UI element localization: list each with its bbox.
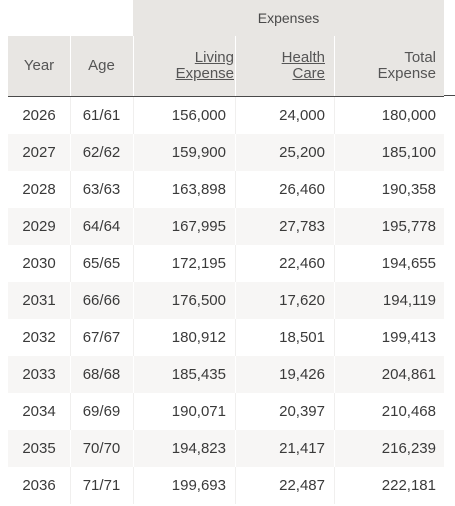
total-expense-cell: 194,655 — [381, 255, 436, 272]
table-row: 2026 61/61 156,000 24,000 180,000 — [8, 97, 444, 134]
year-header: Year — [23, 57, 55, 74]
year-cell: 2029 — [22, 218, 56, 235]
living-expense-cell: 185,435 — [171, 366, 226, 383]
year-cell: 2030 — [22, 255, 56, 272]
table-row: 2033 68/68 185,435 19,426 204,861 — [8, 356, 444, 393]
total-expense-cell: 216,239 — [381, 440, 436, 457]
living-expense-cell: 172,195 — [171, 255, 226, 272]
health-care-cell: 22,487 — [279, 477, 325, 494]
age-cell: 64/64 — [82, 218, 121, 235]
year-cell: 2031 — [22, 292, 56, 309]
table-row: 2034 69/69 190,071 20,397 210,468 — [8, 393, 444, 430]
total-expense-cell: 185,100 — [381, 144, 436, 161]
health-care-header[interactable]: Health Care — [281, 49, 325, 82]
age-cell: 66/66 — [82, 292, 121, 309]
table-row: 2029 64/64 167,995 27,783 195,778 — [8, 208, 444, 245]
year-cell: 2034 — [22, 403, 56, 420]
year-cell: 2036 — [22, 477, 56, 494]
living-expense-cell: 167,995 — [171, 218, 226, 235]
total-expense-cell: 180,000 — [381, 107, 436, 124]
age-cell: 61/61 — [82, 107, 121, 124]
year-cell: 2033 — [22, 366, 56, 383]
total-expense-cell: 210,468 — [381, 403, 436, 420]
age-header: Age — [88, 57, 115, 74]
health-care-cell: 17,620 — [279, 292, 325, 309]
health-care-cell: 20,397 — [279, 403, 325, 420]
age-cell: 68/68 — [82, 366, 121, 383]
health-care-cell: 19,426 — [279, 366, 325, 383]
living-expense-cell: 156,000 — [171, 107, 226, 124]
age-cell: 65/65 — [82, 255, 121, 272]
total-expense-header: Total Expense — [377, 49, 436, 82]
living-expense-cell: 190,071 — [171, 403, 226, 420]
age-cell: 67/67 — [82, 329, 121, 346]
column-header-row: Year Age Living Expense Health Care Tota… — [8, 36, 444, 97]
living-expense-cell: 159,900 — [171, 144, 226, 161]
expenses-group-label: Expenses — [257, 10, 320, 26]
table-row: 2032 67/67 180,912 18,501 199,413 — [8, 319, 444, 356]
table-row: 2036 71/71 199,693 22,487 222,181 — [8, 467, 444, 504]
year-cell: 2026 — [22, 107, 56, 124]
living-expense-cell: 199,693 — [171, 477, 226, 494]
age-cell: 70/70 — [82, 440, 121, 457]
total-expense-cell: 199,413 — [381, 329, 436, 346]
table-row: 2027 62/62 159,900 25,200 185,100 — [8, 134, 444, 171]
year-cell: 2032 — [22, 329, 56, 346]
living-expense-cell: 180,912 — [171, 329, 226, 346]
health-care-cell: 25,200 — [279, 144, 325, 161]
living-expense-cell: 176,500 — [171, 292, 226, 309]
age-cell: 69/69 — [82, 403, 121, 420]
age-cell: 62/62 — [82, 144, 121, 161]
age-cell: 63/63 — [82, 181, 121, 198]
table-row: 2031 66/66 176,500 17,620 194,119 — [8, 282, 444, 319]
health-care-cell: 18,501 — [279, 329, 325, 346]
table-row: 2028 63/63 163,898 26,460 190,358 — [8, 171, 444, 208]
living-expense-header[interactable]: Living Expense — [175, 49, 234, 82]
total-expense-cell: 190,358 — [381, 181, 436, 198]
health-care-cell: 26,460 — [279, 181, 325, 198]
total-expense-cell: 222,181 — [381, 477, 436, 494]
health-care-cell: 27,783 — [279, 218, 325, 235]
living-expense-cell: 194,823 — [171, 440, 226, 457]
health-care-cell: 22,460 — [279, 255, 325, 272]
table-row: 2035 70/70 194,823 21,417 216,239 — [8, 430, 444, 467]
living-expense-cell: 163,898 — [171, 181, 226, 198]
year-cell: 2035 — [22, 440, 56, 457]
year-cell: 2028 — [22, 181, 56, 198]
total-expense-cell: 204,861 — [381, 366, 436, 383]
expenses-group-header: Expenses — [133, 0, 444, 36]
total-expense-cell: 195,778 — [381, 218, 436, 235]
health-care-cell: 24,000 — [279, 107, 325, 124]
table-row: 2030 65/65 172,195 22,460 194,655 — [8, 245, 444, 282]
year-cell: 2027 — [22, 144, 56, 161]
total-expense-cell: 194,119 — [382, 292, 436, 309]
table-body: 2026 61/61 156,000 24,000 180,000 2027 62/62 15… — [8, 97, 444, 504]
health-care-cell: 21,417 — [279, 440, 325, 457]
age-cell: 71/71 — [82, 477, 121, 494]
